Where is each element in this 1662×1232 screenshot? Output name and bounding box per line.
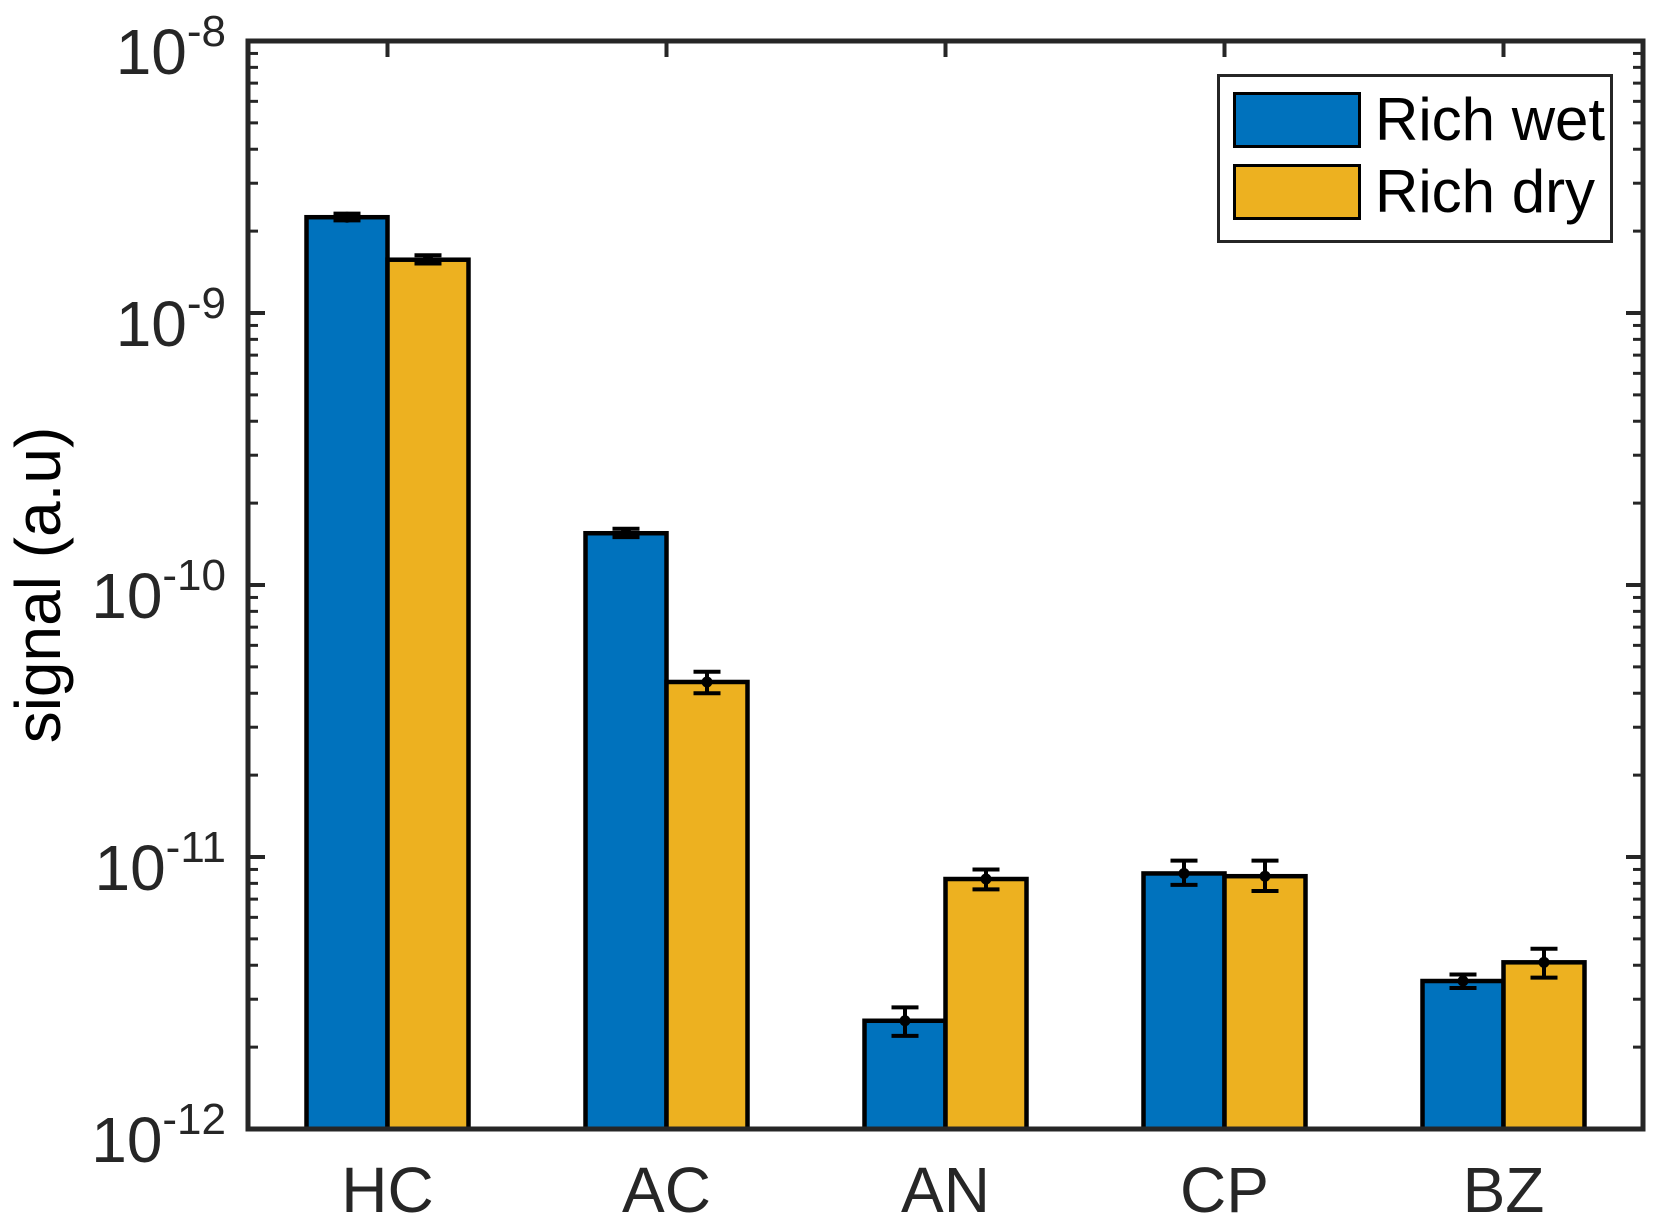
error-bar-marker xyxy=(1259,870,1271,882)
error-bar-marker xyxy=(899,1015,911,1027)
error-bar-marker xyxy=(1178,867,1190,879)
legend-label-rich-wet: Rich wet xyxy=(1375,86,1606,153)
legend-swatch-rich-wet xyxy=(1233,92,1361,148)
bar xyxy=(385,257,471,1132)
legend: Rich wet Rich dry xyxy=(1217,74,1613,243)
bars-rich-dry xyxy=(385,257,1587,1132)
legend-item-rich-wet: Rich wet xyxy=(1233,86,1610,153)
x-tick-labels: HC AC AN CP BZ xyxy=(341,1154,1544,1226)
y-tick-label: 10-11 xyxy=(94,823,226,904)
bar xyxy=(1420,978,1506,1132)
legend-item-rich-dry: Rich dry xyxy=(1233,158,1610,225)
x-tick-label-cp: CP xyxy=(1180,1154,1269,1226)
error-bar-marker xyxy=(980,873,992,885)
y-tick-label: 10-9 xyxy=(116,279,226,360)
error-bars xyxy=(333,211,1558,1038)
bars-rich-wet xyxy=(304,214,1506,1132)
error-bar-marker xyxy=(341,211,353,223)
x-tick-label-ac: AC xyxy=(622,1154,711,1226)
error-bar-marker xyxy=(620,527,632,539)
error-bar-marker xyxy=(422,254,434,266)
error-bar-marker xyxy=(1538,956,1550,968)
x-top-ticks xyxy=(385,41,1506,57)
x-tick-label-hc: HC xyxy=(341,1154,433,1226)
x-tick-label-an: AN xyxy=(901,1154,990,1226)
legend-swatch-rich-dry xyxy=(1233,164,1361,220)
error-bar-marker xyxy=(1457,975,1469,987)
bar xyxy=(1222,873,1308,1132)
bar xyxy=(304,214,390,1132)
bar xyxy=(943,876,1029,1132)
y-axis-label: signal (a.u) xyxy=(2,427,74,744)
bar xyxy=(583,530,669,1132)
y-tick-labels: 10-8 10-9 10-10 10-11 10-12 xyxy=(91,7,226,1176)
y-tick-label: 10-8 xyxy=(116,7,226,88)
x-tick-label-bz: BZ xyxy=(1463,1154,1545,1226)
error-bar-marker xyxy=(701,676,713,688)
bar xyxy=(664,679,750,1132)
y-tick-label: 10-12 xyxy=(91,1095,226,1176)
bar xyxy=(1141,871,1227,1132)
legend-label-rich-dry: Rich dry xyxy=(1375,158,1596,225)
bar xyxy=(1501,960,1587,1132)
axes-box xyxy=(245,38,1646,1132)
y-tick-label: 10-10 xyxy=(91,551,226,632)
